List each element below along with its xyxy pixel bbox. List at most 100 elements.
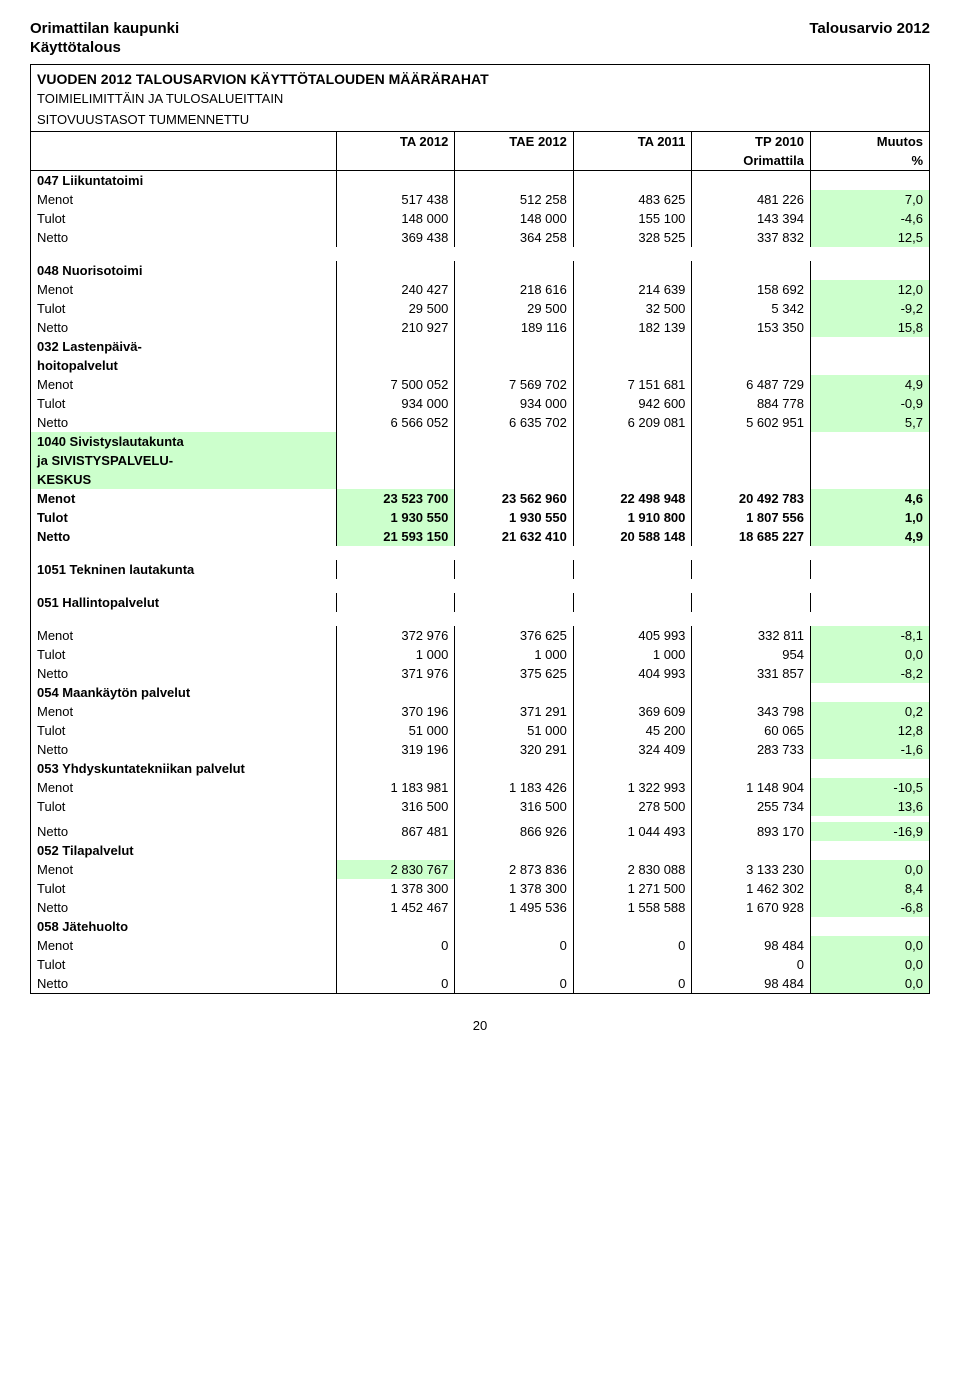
row-label: Menot [31,489,336,508]
cell-value: 2 830 767 [336,860,455,879]
cell-value: 218 616 [455,280,574,299]
col-blank [31,131,336,151]
table-subtitle1: TOIMIELIMITTÄIN JA TULOSALUEITTAIN [31,89,929,110]
table-row: Netto369 438364 258328 525337 83212,5 [31,228,929,247]
row-label: Netto [31,228,336,247]
section-label: 047 Liikuntatoimi [31,170,336,190]
cell-value: 148 000 [455,209,574,228]
col-h1: TA 2012 [336,131,455,151]
row-label: Tulot [31,879,336,898]
cell-value: 1 930 550 [455,508,574,527]
table-subtitle-row2: SITOVUUSTASOT TUMMENNETTU [31,110,929,132]
cell-value: 32 500 [573,299,692,318]
cell-value: 20 588 148 [573,527,692,546]
cell-value: 1 910 800 [573,508,692,527]
cell-value: 1 930 550 [336,508,455,527]
row-label: Tulot [31,508,336,527]
cell-value: 319 196 [336,740,455,759]
header-right: Talousarvio 2012 [809,20,930,58]
cell-value: 369 609 [573,702,692,721]
cell-value: 255 734 [692,797,811,816]
cell-value: 483 625 [573,190,692,209]
cell-value: 337 832 [692,228,811,247]
cell-value: 51 000 [336,721,455,740]
table-row: Netto00098 4840,0 [31,974,929,993]
cell-value: 371 976 [336,664,455,683]
row-label: Menot [31,280,336,299]
cell-value: 283 733 [692,740,811,759]
table-subtitle-row: TOIMIELIMITTÄIN JA TULOSALUEITTAIN [31,89,929,110]
cell-value: 12,5 [810,228,929,247]
cell-value: 23 523 700 [336,489,455,508]
column-header-row-1: TA 2012 TAE 2012 TA 2011 TP 2010 Muutos [31,131,929,151]
cell-value: 1 495 536 [455,898,574,917]
cell-value: 481 226 [692,190,811,209]
cell-value: 7,0 [810,190,929,209]
cell-value: 240 427 [336,280,455,299]
cell-value: 324 409 [573,740,692,759]
table-subtitle2: SITOVUUSTASOT TUMMENNETTU [31,110,929,132]
cell-value: 316 500 [455,797,574,816]
section-label: 051 Hallintopalvelut [31,593,336,612]
cell-value: -8,1 [810,626,929,645]
cell-value: 4,9 [810,527,929,546]
row-label: Netto [31,527,336,546]
table-body: 047 LiikuntatoimiMenot517 438512 258483 … [31,170,929,993]
row-label: Menot [31,702,336,721]
table-row: Netto210 927189 116182 139153 35015,8 [31,318,929,337]
cell-value: 0,0 [810,860,929,879]
cell-value: 0,0 [810,955,929,974]
table-row: Menot370 196371 291369 609343 7980,2 [31,702,929,721]
cell-value: 1 322 993 [573,778,692,797]
table-row: Menot240 427218 616214 639158 69212,0 [31,280,929,299]
cell-value: 45 200 [573,721,692,740]
cell-value: 7 500 052 [336,375,455,394]
cell-value: 2 873 836 [455,860,574,879]
cell-value: 867 481 [336,822,455,841]
row-label: Netto [31,664,336,683]
row-label: Menot [31,190,336,209]
row-label: Tulot [31,394,336,413]
row-label: Menot [31,626,336,645]
cell-value: 1 148 904 [692,778,811,797]
cell-value: 1 183 981 [336,778,455,797]
column-header-row-2: Orimattila % [31,151,929,171]
cell-value: 1 558 588 [573,898,692,917]
table-row: 047 Liikuntatoimi [31,170,929,190]
row-label: Menot [31,778,336,797]
cell-value: 278 500 [573,797,692,816]
cell-value: 1 452 467 [336,898,455,917]
cell-value: -8,2 [810,664,929,683]
row-label: Netto [31,413,336,432]
cell-value: 1 271 500 [573,879,692,898]
table-row: Netto21 593 15021 632 41020 588 14818 68… [31,527,929,546]
table-row: Tulot1 930 5501 930 5501 910 8001 807 55… [31,508,929,527]
cell-value: 893 170 [692,822,811,841]
table-row: hoitopalvelut [31,356,929,375]
table-row: 053 Yhdyskuntatekniikan palvelut [31,759,929,778]
cell-value [455,955,574,974]
cell-value: 0 [573,974,692,993]
table-row: Tulot51 00051 00045 20060 06512,8 [31,721,929,740]
cell-value: 214 639 [573,280,692,299]
table-row: Netto371 976375 625404 993331 857-8,2 [31,664,929,683]
cell-value: 1 378 300 [455,879,574,898]
table-row: Netto1 452 4671 495 5361 558 5881 670 92… [31,898,929,917]
table-row: Menot517 438512 258483 625481 2267,0 [31,190,929,209]
row-label: Menot [31,375,336,394]
cell-value: 1 462 302 [692,879,811,898]
section-label: 058 Jätehuolto [31,917,336,936]
row-label: Tulot [31,797,336,816]
cell-value: 8,4 [810,879,929,898]
cell-value: 0 [573,936,692,955]
cell-value: 954 [692,645,811,664]
cell-value: 1 000 [455,645,574,664]
cell-value: 1 000 [573,645,692,664]
cell-value: 0,0 [810,974,929,993]
cell-value: 1 000 [336,645,455,664]
cell-value: 1,0 [810,508,929,527]
cell-value: -9,2 [810,299,929,318]
table-row: Tulot29 50029 50032 5005 342-9,2 [31,299,929,318]
cell-value: 21 632 410 [455,527,574,546]
table-row [31,247,929,261]
